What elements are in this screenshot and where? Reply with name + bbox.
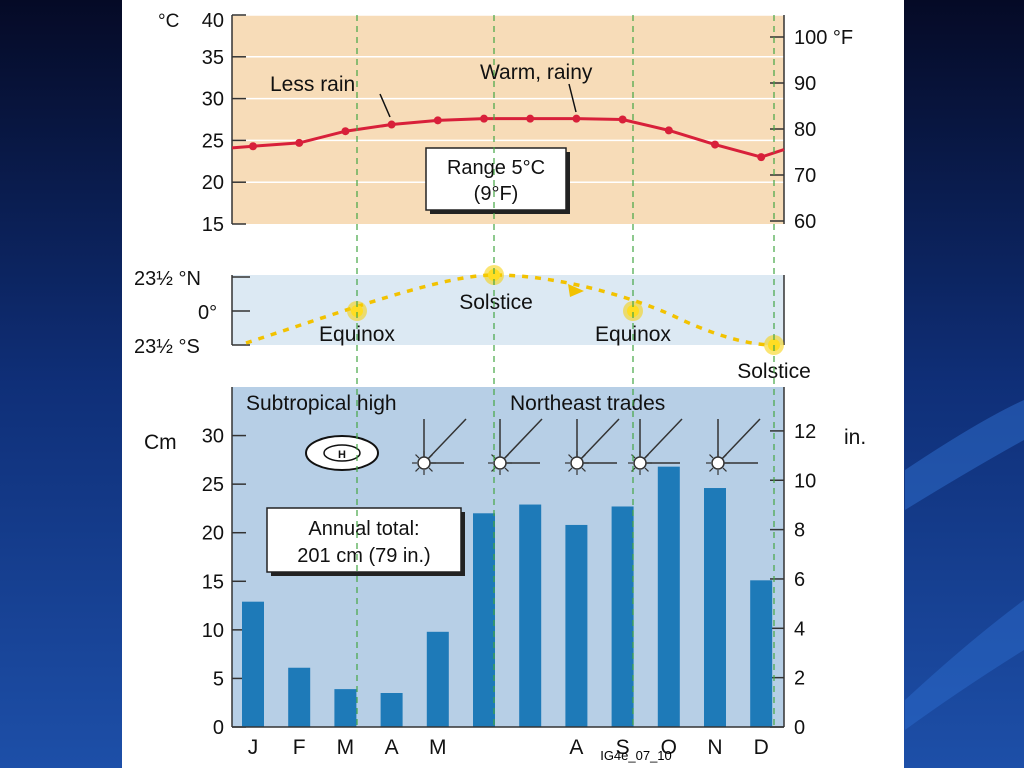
temp-point-O bbox=[664, 126, 673, 135]
precip-bar-M bbox=[426, 631, 449, 727]
month-label-11: D bbox=[754, 736, 769, 759]
label-subtropical-high: Subtropical high bbox=[246, 392, 397, 415]
precip-bar-M bbox=[334, 689, 357, 727]
precip-right-tick-label: 6 bbox=[794, 569, 805, 591]
annual-total-value: 201 cm (79 in.) bbox=[297, 545, 430, 567]
annotation-less-rain: Less rain bbox=[270, 73, 355, 96]
month-label-10: N bbox=[707, 736, 722, 759]
precip-bar-J bbox=[473, 513, 495, 727]
month-label-7: A bbox=[569, 736, 583, 759]
temp-point-A bbox=[572, 114, 581, 123]
precip-bar-O bbox=[657, 466, 680, 727]
temp-point-J bbox=[480, 114, 488, 123]
precip-right-tick-label: 0 bbox=[794, 717, 805, 739]
temp-right-tick-label: 60 bbox=[794, 211, 816, 233]
trade-wind-icon bbox=[412, 418, 467, 475]
slide-swoosh bbox=[905, 600, 1024, 730]
temp-right-tick-label: 90 bbox=[794, 73, 816, 95]
temp-tick-label: 25 bbox=[202, 130, 224, 152]
trade-wind-icon bbox=[488, 418, 543, 475]
precip-tick-label: 0 bbox=[213, 717, 224, 739]
sun-label-south: 23½ °S bbox=[134, 336, 200, 358]
temp-tick-label: 40 bbox=[202, 10, 224, 32]
annual-total-label: Annual total: bbox=[308, 518, 419, 540]
temp-point-M bbox=[433, 116, 442, 125]
month-label-4: M bbox=[429, 736, 447, 759]
precip-tick-label: 20 bbox=[202, 523, 224, 545]
precip-left-unit: Cm bbox=[144, 431, 177, 454]
sun-band bbox=[232, 275, 784, 345]
precip-right-unit: in. bbox=[844, 426, 866, 449]
range-text: Range 5°C bbox=[447, 157, 545, 179]
month-label-2: M bbox=[337, 736, 355, 759]
precip-bar-D bbox=[750, 580, 773, 727]
precip-bar-A bbox=[565, 524, 588, 727]
sun-event-label: Solstice bbox=[459, 291, 533, 314]
high-pressure-label: H bbox=[338, 449, 346, 461]
trade-wind-icon bbox=[706, 418, 761, 475]
precip-right-tick-label: 4 bbox=[794, 618, 805, 640]
temp-point-J bbox=[526, 114, 535, 123]
precip-bar-S bbox=[611, 506, 634, 727]
temp-point-F bbox=[295, 138, 304, 147]
sun-path-arrow bbox=[568, 284, 584, 297]
temp-right-tick-label: 70 bbox=[794, 165, 816, 187]
climate-figure: 35 30 25 20 15 40 100 °F 90 80 70 60 °C Less rain… bbox=[122, 0, 904, 768]
temp-point-N bbox=[711, 140, 719, 149]
temp-tick-label: 35 bbox=[202, 47, 224, 69]
precip-right-tick-label: 8 bbox=[794, 520, 805, 542]
precip-tick-label: 25 bbox=[202, 474, 224, 496]
precip-tick-label: 15 bbox=[202, 571, 224, 593]
precip-bar-A bbox=[380, 693, 403, 727]
sun-label-north: 23½ °N bbox=[134, 268, 201, 290]
month-label-1: F bbox=[293, 736, 306, 759]
annotation-warm-rainy: Warm, rainy bbox=[480, 61, 593, 84]
sun-marker bbox=[627, 305, 639, 317]
temp-point-S bbox=[618, 115, 627, 124]
temp-tick-label: 30 bbox=[202, 89, 224, 111]
range-box bbox=[425, 147, 567, 211]
temp-tick-label: 20 bbox=[202, 172, 224, 194]
precip-bar-J bbox=[519, 504, 542, 727]
sun-label-equator: 0° bbox=[198, 302, 217, 324]
month-label-8: S bbox=[616, 736, 630, 759]
precip-right-tick-label: 12 bbox=[794, 421, 816, 443]
range-text-f: (9°F) bbox=[474, 183, 519, 205]
figure-caption: IG4e_07_10 bbox=[600, 748, 672, 763]
temperature-line bbox=[231, 117, 785, 159]
precip-right-tick-label: 2 bbox=[794, 668, 805, 690]
label-northeast-trades: Northeast trades bbox=[510, 392, 665, 415]
slide-swoosh bbox=[905, 400, 1024, 510]
precip-right-tick-label: 10 bbox=[794, 470, 816, 492]
precip-tick-label: 10 bbox=[202, 620, 224, 642]
month-label-0: J bbox=[248, 736, 259, 759]
precip-bar-N bbox=[704, 488, 726, 727]
temp-right-tick-label: 80 bbox=[794, 119, 816, 141]
temp-tick-label: 15 bbox=[202, 214, 224, 236]
temp-point-J bbox=[249, 142, 257, 151]
high-pressure-symbol bbox=[305, 435, 379, 471]
trade-wind-icon bbox=[565, 418, 620, 475]
temp-left-unit: °C bbox=[158, 11, 179, 32]
precip-bar-J bbox=[242, 601, 264, 727]
precip-tick-label: 30 bbox=[202, 426, 224, 448]
precip-tick-label: 5 bbox=[213, 668, 224, 690]
trade-wind-icon bbox=[628, 418, 683, 475]
sun-marker bbox=[351, 305, 363, 317]
month-label-9: O bbox=[661, 736, 677, 759]
sun-marker bbox=[488, 269, 500, 281]
temp-point-A bbox=[387, 120, 396, 129]
temp-point-M bbox=[341, 127, 350, 136]
temp-right-tick-label: 100 °F bbox=[794, 27, 853, 49]
precip-bar-F bbox=[288, 667, 311, 727]
month-label-3: A bbox=[385, 736, 399, 759]
annual-total-box bbox=[266, 507, 462, 573]
temp-point-D bbox=[757, 153, 766, 162]
